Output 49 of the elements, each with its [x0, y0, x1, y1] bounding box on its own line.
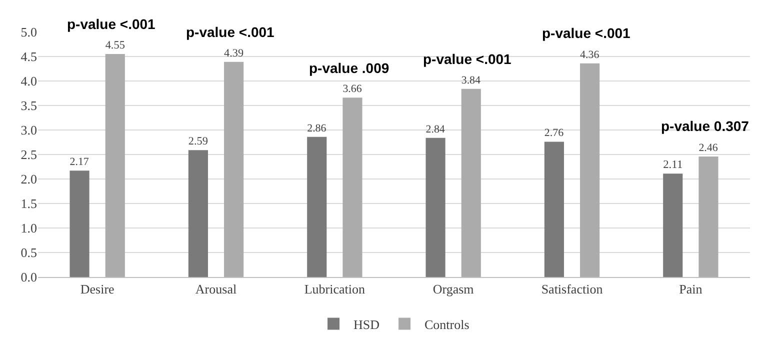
bar [105, 54, 125, 277]
data-label: 2.86 [307, 122, 327, 134]
data-label: 4.55 [105, 39, 126, 52]
y-tick-label: 3.5 [20, 98, 37, 114]
bar [580, 63, 600, 277]
data-label: 2.11 [663, 158, 683, 171]
data-label: 2.59 [188, 136, 208, 148]
annotation: p-value <.001 [542, 25, 631, 41]
y-tick-label: 4.5 [20, 49, 37, 64]
y-tick-label: 3.0 [20, 122, 37, 138]
data-label: 2.84 [426, 123, 446, 136]
y-tick-label: 5.0 [20, 24, 37, 40]
y-tick-label: 0.0 [20, 270, 37, 285]
bar [663, 174, 683, 277]
y-tick-label: 0.5 [20, 245, 37, 260]
data-label: 2.46 [698, 142, 718, 154]
annotation: p-value <.001 [67, 16, 156, 32]
y-tick-label: 1.5 [20, 196, 37, 212]
bar [698, 156, 718, 277]
bar [426, 138, 446, 277]
legend-label: Controls [424, 316, 470, 332]
x-tick-label: Arousal [195, 282, 237, 297]
x-tick-label: Desire [80, 282, 115, 297]
y-tick-label: 1.0 [20, 220, 37, 236]
x-tick-label: Orgasm [432, 282, 474, 297]
bar [70, 170, 90, 277]
y-tick-label: 2.0 [20, 172, 37, 187]
legend-label: HSD [354, 316, 380, 332]
annotation: p-value 0.307 [661, 118, 750, 134]
bar [307, 136, 327, 277]
bar [544, 142, 564, 277]
annotation: p-value <.001 [423, 51, 512, 67]
annotation: p-value <.001 [186, 24, 275, 40]
bar [461, 88, 481, 277]
y-tick-label: 2.5 [20, 147, 37, 162]
data-label: 3.66 [342, 83, 362, 96]
bar [224, 62, 244, 277]
x-tick-label: Pain [679, 282, 703, 297]
data-label: 4.36 [580, 48, 600, 61]
data-label: 3.84 [461, 74, 482, 86]
y-tick-label: 4.0 [20, 74, 37, 89]
data-label: 2.76 [544, 127, 564, 140]
x-tick-label: Lubrication [304, 282, 366, 297]
data-label: 4.39 [224, 47, 244, 60]
data-label: 2.17 [70, 156, 90, 168]
x-tick-label: Satisfaction [541, 282, 604, 297]
bar [188, 150, 208, 277]
annotation: p-value .009 [309, 60, 390, 76]
bar [342, 98, 362, 277]
